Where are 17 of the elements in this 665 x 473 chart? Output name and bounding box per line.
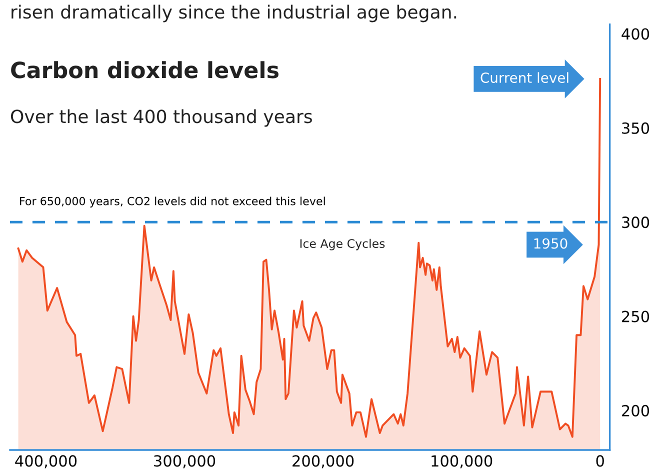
text: Carbon dioxide levels [11, 61, 278, 78]
y-tick-label: 200 [622, 404, 650, 416]
annotation: Current level [480, 72, 568, 83]
x-tick-label: 0 [596, 455, 604, 467]
x-tick-label: 400,000 [15, 455, 77, 468]
y-tick-label: 250 [622, 310, 650, 322]
annotation: 1950 [534, 238, 568, 249]
y-tick-label: 300 [622, 216, 650, 228]
text: Over the last 400 thousand years [10, 109, 312, 127]
y-tick-label: 350 [622, 122, 650, 134]
x-tick-label: 100,000 [432, 455, 492, 468]
x-tick-label: 200,000 [292, 455, 354, 468]
annotation: Ice Age Cycles [300, 238, 385, 250]
y-tick-label: 400 [622, 28, 650, 40]
text: risen dramatically since the industrial age began. [12, 4, 456, 22]
ref-line-label: For 650,000 years, CO2 levels did not exceed this level [20, 196, 325, 208]
x-tick-label: 300,000 [154, 455, 216, 468]
